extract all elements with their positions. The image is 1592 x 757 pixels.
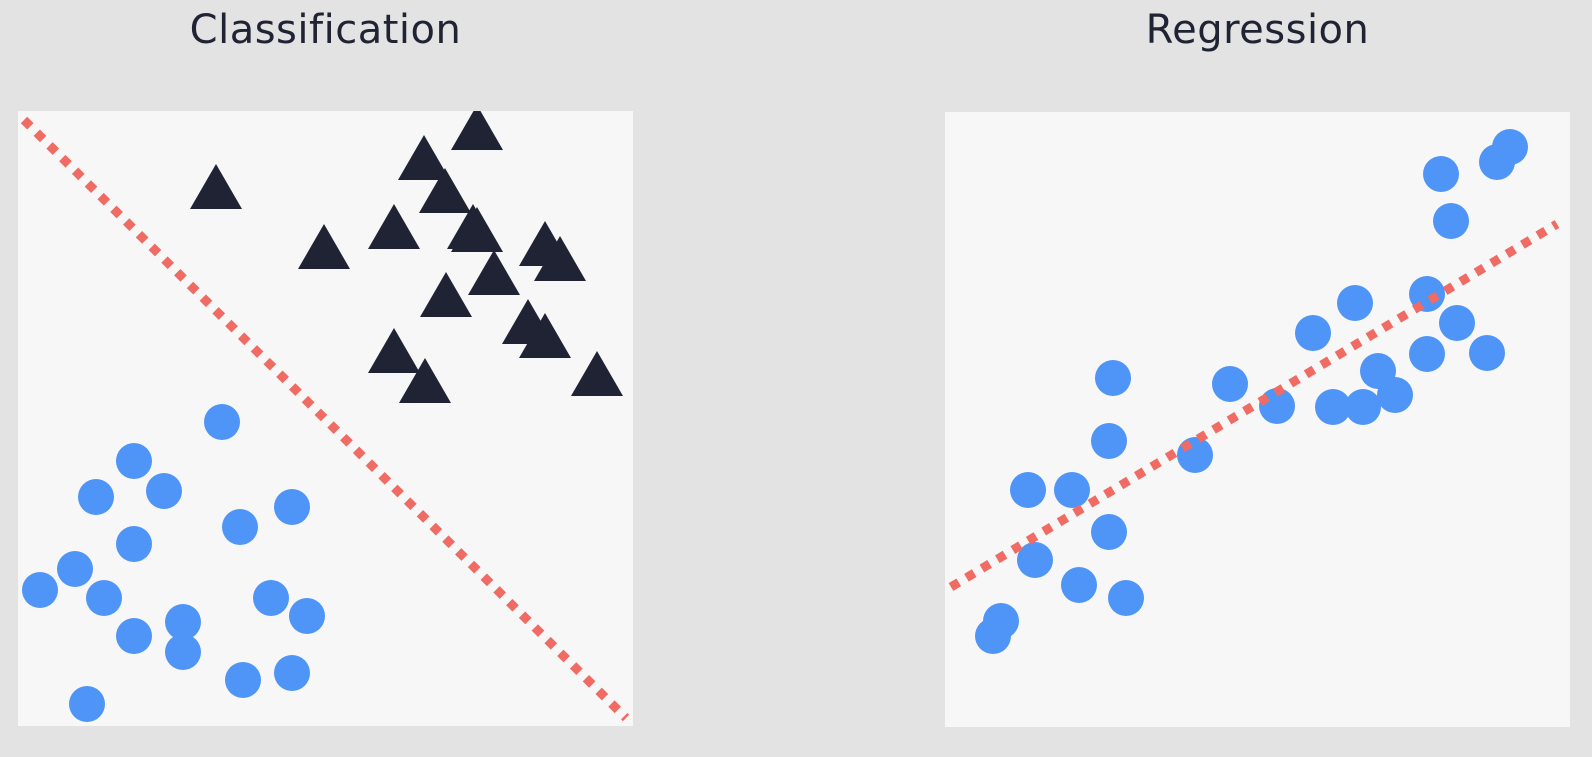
classification-title: Classification bbox=[189, 7, 462, 53]
regression-circle-point bbox=[1337, 285, 1373, 321]
classification-plot bbox=[20, 111, 630, 722]
regression-circle-point bbox=[1091, 423, 1127, 459]
classification-circle-point bbox=[69, 686, 105, 722]
regression-circle-point bbox=[1439, 305, 1475, 341]
regression-circle-point bbox=[1492, 129, 1528, 165]
classification-circle-point bbox=[116, 443, 152, 479]
classification-circle-point bbox=[116, 618, 152, 654]
classification-circle-point bbox=[253, 580, 289, 616]
regression-circle-point bbox=[1315, 389, 1351, 425]
classification-triangle-point bbox=[190, 164, 242, 209]
regression-circle-point bbox=[1345, 389, 1381, 425]
regression-circle-point bbox=[975, 618, 1011, 654]
classification-circle-point bbox=[274, 655, 310, 691]
regression-circle-point bbox=[1433, 203, 1469, 239]
classification-circle-point bbox=[289, 598, 325, 634]
regression-circle-point bbox=[1017, 542, 1053, 578]
classification-triangle-point bbox=[534, 236, 586, 281]
classification-circle-point bbox=[222, 509, 258, 545]
classification-circle-point bbox=[165, 604, 201, 640]
classification-circle-point bbox=[78, 479, 114, 515]
classification-circle-point bbox=[225, 662, 261, 698]
regression-plot bbox=[948, 129, 1560, 654]
classification-triangle-point bbox=[419, 168, 471, 213]
classification-circle-point bbox=[57, 551, 93, 587]
regression-panel bbox=[945, 112, 1570, 727]
classification-circle-point bbox=[116, 526, 152, 562]
classification-circle-point bbox=[204, 404, 240, 440]
regression-circle-point bbox=[1010, 472, 1046, 508]
classification-fit-line bbox=[20, 116, 630, 722]
regression-circle-point bbox=[1409, 336, 1445, 372]
classification-triangle-point bbox=[451, 111, 503, 150]
classification-triangle-point bbox=[468, 250, 520, 295]
regression-fit-line bbox=[948, 220, 1560, 591]
classification-panel bbox=[18, 111, 633, 726]
regression-circle-point bbox=[1259, 388, 1295, 424]
regression-circle-point bbox=[1061, 567, 1097, 603]
classification-triangle-point bbox=[368, 328, 420, 373]
classification-triangle-point bbox=[571, 351, 623, 396]
regression-circle-point bbox=[1423, 156, 1459, 192]
classification-triangle-point bbox=[398, 135, 450, 180]
regression-circle-point bbox=[1177, 437, 1213, 473]
regression-circle-point bbox=[1091, 514, 1127, 550]
regression-circle-point bbox=[1095, 360, 1131, 396]
regression-circle-point bbox=[1212, 366, 1248, 402]
regression-circle-point bbox=[1377, 377, 1413, 413]
regression-circle-point bbox=[1295, 315, 1331, 351]
regression-circle-point bbox=[1469, 335, 1505, 371]
classification-triangle-point bbox=[519, 313, 571, 358]
classification-circle-point bbox=[146, 473, 182, 509]
classification-circle-point bbox=[22, 572, 58, 608]
regression-title: Regression bbox=[1145, 7, 1370, 53]
classification-circle-point bbox=[274, 489, 310, 525]
classification-triangle-point bbox=[451, 207, 503, 252]
classification-triangle-point bbox=[298, 224, 350, 269]
classification-circle-point bbox=[165, 634, 201, 670]
regression-circle-point bbox=[1108, 580, 1144, 616]
classification-triangle-point bbox=[420, 272, 472, 317]
regression-circle-point bbox=[1054, 472, 1090, 508]
classification-triangle-point bbox=[368, 204, 420, 249]
classification-circle-point bbox=[86, 580, 122, 616]
classification-triangle-point bbox=[399, 358, 451, 403]
